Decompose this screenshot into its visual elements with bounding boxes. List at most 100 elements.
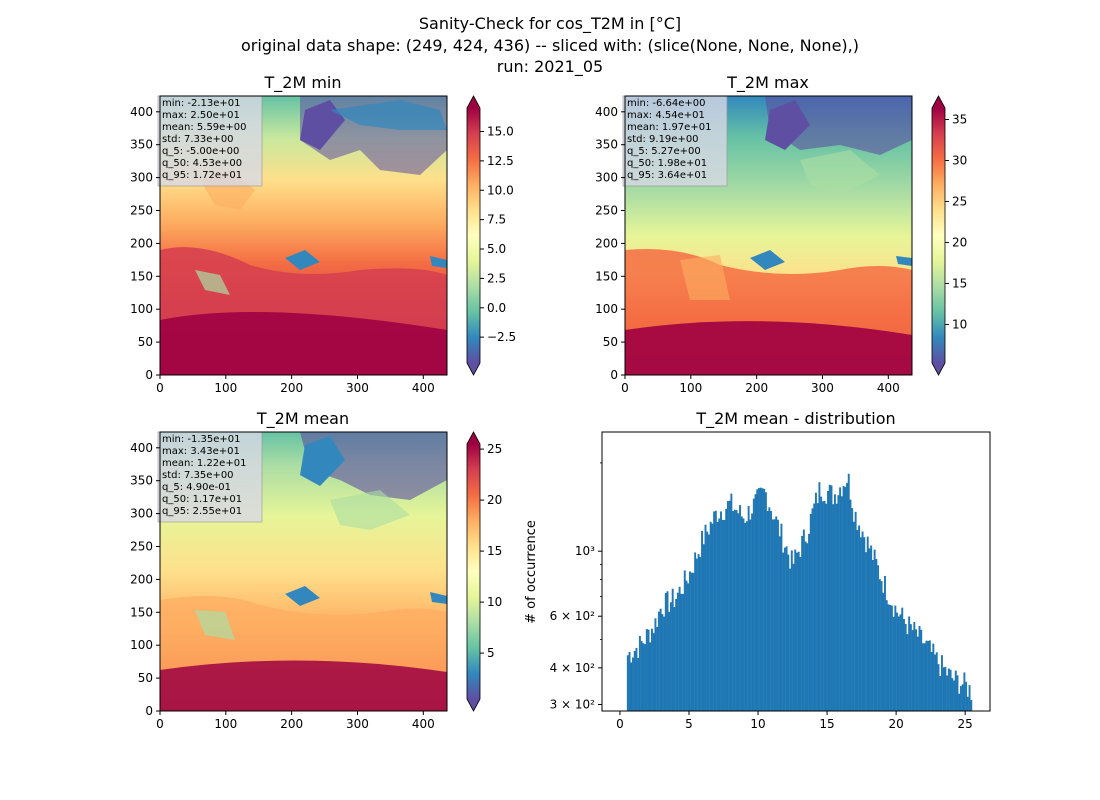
histogram-bar: [935, 652, 938, 711]
histogram-bar: [790, 550, 793, 711]
histogram-bar: [794, 549, 797, 711]
histogram-bar: [937, 664, 940, 711]
histogram-bar: [711, 523, 714, 711]
histogram-bar: [884, 575, 886, 711]
stats-line: max: 4.54e+01: [627, 110, 705, 121]
histogram-bar: [827, 490, 829, 711]
histogram-bar: [882, 592, 885, 711]
histogram-bar: [740, 516, 743, 711]
x-tick-label: 5: [685, 717, 693, 731]
histogram-bar: [676, 592, 679, 711]
histogram-bar: [821, 501, 824, 711]
histogram-bar: [897, 616, 900, 711]
histogram-bar: [704, 524, 707, 711]
histogram-bar: [654, 618, 657, 711]
colorbar-tick-label: 12.5: [487, 154, 514, 168]
histogram-bar: [908, 616, 911, 711]
histogram-bar: [911, 630, 914, 711]
axes: 0 100 200 300 400 0 50 100 150 200 250 300 350 400: [130, 441, 435, 731]
colorbar: −2.5 0.0 2.5 5.0 7.5 10.0 12.5 15.0: [466, 95, 516, 376]
y-tick-label: 100: [130, 638, 153, 652]
histogram-bar: [792, 563, 795, 711]
histogram-bar: [682, 593, 685, 711]
histogram-bar: [849, 499, 852, 711]
histogram-bar: [678, 586, 681, 711]
colorbar-extend-min: [467, 363, 480, 375]
histogram-bar: [638, 636, 641, 711]
histogram-bar: [673, 607, 676, 711]
x-tick-label: 0: [621, 381, 629, 395]
histogram-bar: [949, 669, 952, 711]
histogram-bar: [732, 511, 735, 711]
stats-line: std: 9.19e+00: [627, 134, 699, 145]
histogram-bar: [644, 644, 647, 711]
y-tick-label: 100: [595, 302, 618, 316]
histogram-bar: [785, 546, 788, 711]
histogram-bar: [771, 519, 774, 711]
histogram-bar: [965, 681, 968, 711]
colorbar-extend-max: [932, 96, 945, 108]
colorbar-tick-label: 25: [487, 442, 502, 456]
histogram-bar: [927, 641, 930, 711]
colorbar-tick-label: 25: [952, 194, 967, 208]
histogram-bar: [735, 510, 738, 711]
histogram-bar: [970, 700, 973, 711]
histogram-bar: [958, 693, 961, 711]
histogram-bar: [939, 675, 942, 711]
heatmap-image: [625, 96, 912, 375]
y-tick-label: 0: [610, 368, 618, 382]
histogram-bar: [921, 643, 924, 711]
histogram-bar: [866, 536, 869, 711]
histogram-bar: [628, 652, 631, 711]
colorbar-gradient: [467, 444, 480, 699]
colorbar: 10 15 20 25 30 35: [931, 95, 967, 376]
y-tick-label: 150: [595, 269, 618, 283]
histogram-bar: [961, 684, 964, 711]
x-tick-label: 400: [877, 381, 900, 395]
y-tick-label: 50: [138, 671, 153, 685]
histogram-bar: [733, 509, 736, 711]
colorbar-extend-min: [467, 699, 480, 711]
histogram-bar: [747, 506, 750, 711]
y-tick-label: 0: [145, 368, 153, 382]
y-tick-label: 100: [130, 302, 153, 316]
stats-line: mean: 1.22e+01: [162, 458, 246, 469]
y-tick-label: 250: [130, 539, 153, 553]
histogram-bar: [944, 666, 947, 711]
colorbar-tick-label: 20: [487, 493, 502, 507]
histogram-bar: [777, 519, 779, 711]
histogram-bar: [726, 501, 729, 711]
panel-title: T_2M mean - distribution: [695, 409, 895, 429]
y-tick-label: 350: [130, 138, 153, 152]
figure-title-line-2: original data shape: (249, 424, 436) -- …: [241, 36, 859, 55]
histogram-bar: [637, 657, 640, 711]
histogram-bar: [640, 641, 643, 711]
panel-t2m-max: T_2M max min: -6.64e+00 max: 4.54e+01 me…: [595, 73, 967, 395]
histogram-bar: [688, 571, 691, 711]
stats-line: min: -6.64e+00: [627, 98, 706, 109]
histogram-bar: [797, 551, 800, 711]
histogram-bar: [847, 473, 850, 711]
histogram-bar: [690, 572, 693, 711]
histogram-bar: [706, 531, 709, 711]
x-tick-label: 300: [346, 717, 369, 731]
histogram-bar: [818, 482, 821, 711]
colorbar-extend-max: [467, 432, 480, 444]
histogram-bar: [956, 675, 959, 711]
histogram-bar: [671, 588, 674, 711]
plot-frame: [159, 431, 448, 712]
y-tick-label: 50: [603, 335, 618, 349]
histogram-bar: [942, 667, 945, 711]
histogram-bar: [778, 536, 781, 711]
histogram-bar: [814, 492, 817, 711]
stats-line: max: 2.50e+01: [162, 110, 240, 121]
histogram-bar: [716, 522, 719, 711]
histogram-bar: [863, 537, 866, 711]
histogram-bar: [868, 548, 871, 711]
histogram-bar: [661, 614, 664, 711]
histogram-bar: [745, 521, 748, 711]
histogram-bar: [816, 503, 819, 711]
axes: 0 100 200 300 400 0 50 100 150 200 250 300 350 400: [130, 105, 435, 395]
histogram-bar: [861, 531, 864, 711]
stats-line: std: 7.33e+00: [162, 134, 234, 145]
